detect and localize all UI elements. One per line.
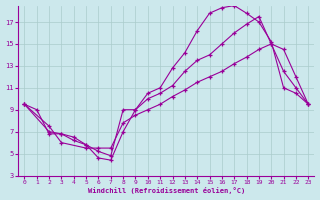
X-axis label: Windchill (Refroidissement éolien,°C): Windchill (Refroidissement éolien,°C) (88, 187, 245, 194)
